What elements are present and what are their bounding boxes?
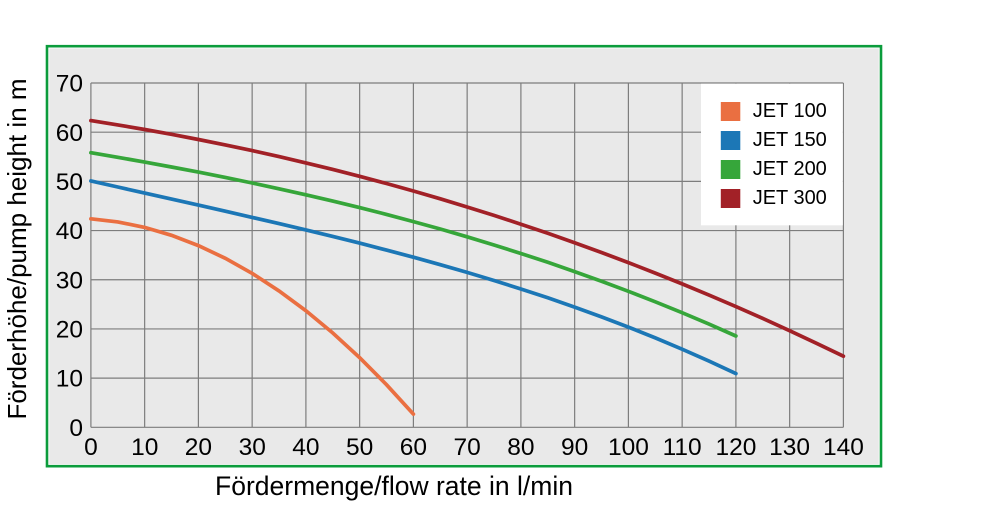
svg-text:90: 90 (561, 434, 588, 461)
svg-text:60: 60 (400, 434, 427, 461)
svg-text:0: 0 (69, 415, 83, 442)
svg-text:JET 150: JET 150 (753, 129, 827, 151)
svg-text:JET 100: JET 100 (753, 100, 827, 122)
svg-text:40: 40 (292, 434, 319, 461)
svg-text:30: 30 (56, 267, 83, 294)
svg-text:20: 20 (185, 434, 212, 461)
svg-text:110: 110 (663, 434, 702, 461)
svg-text:30: 30 (239, 434, 266, 461)
svg-text:70: 70 (453, 434, 480, 461)
svg-text:Förderhöhe/pump height in m: Förderhöhe/pump height in m (2, 78, 32, 419)
svg-text:JET 200: JET 200 (753, 158, 827, 180)
svg-text:130: 130 (769, 434, 810, 461)
svg-text:20: 20 (56, 317, 83, 344)
svg-text:70: 70 (56, 71, 83, 98)
svg-text:0: 0 (84, 434, 98, 461)
svg-text:40: 40 (56, 218, 83, 245)
svg-text:140: 140 (823, 434, 864, 461)
svg-text:120: 120 (715, 434, 756, 461)
svg-text:10: 10 (56, 366, 83, 393)
svg-text:JET 300: JET 300 (753, 187, 827, 209)
svg-text:50: 50 (56, 169, 83, 196)
svg-text:50: 50 (346, 434, 373, 461)
svg-text:80: 80 (507, 434, 534, 461)
svg-text:60: 60 (56, 120, 83, 147)
svg-text:10: 10 (131, 434, 158, 461)
svg-text:Fördermenge/flow rate in l/min: Fördermenge/flow rate in l/min (215, 471, 573, 501)
svg-text:100: 100 (608, 434, 649, 461)
